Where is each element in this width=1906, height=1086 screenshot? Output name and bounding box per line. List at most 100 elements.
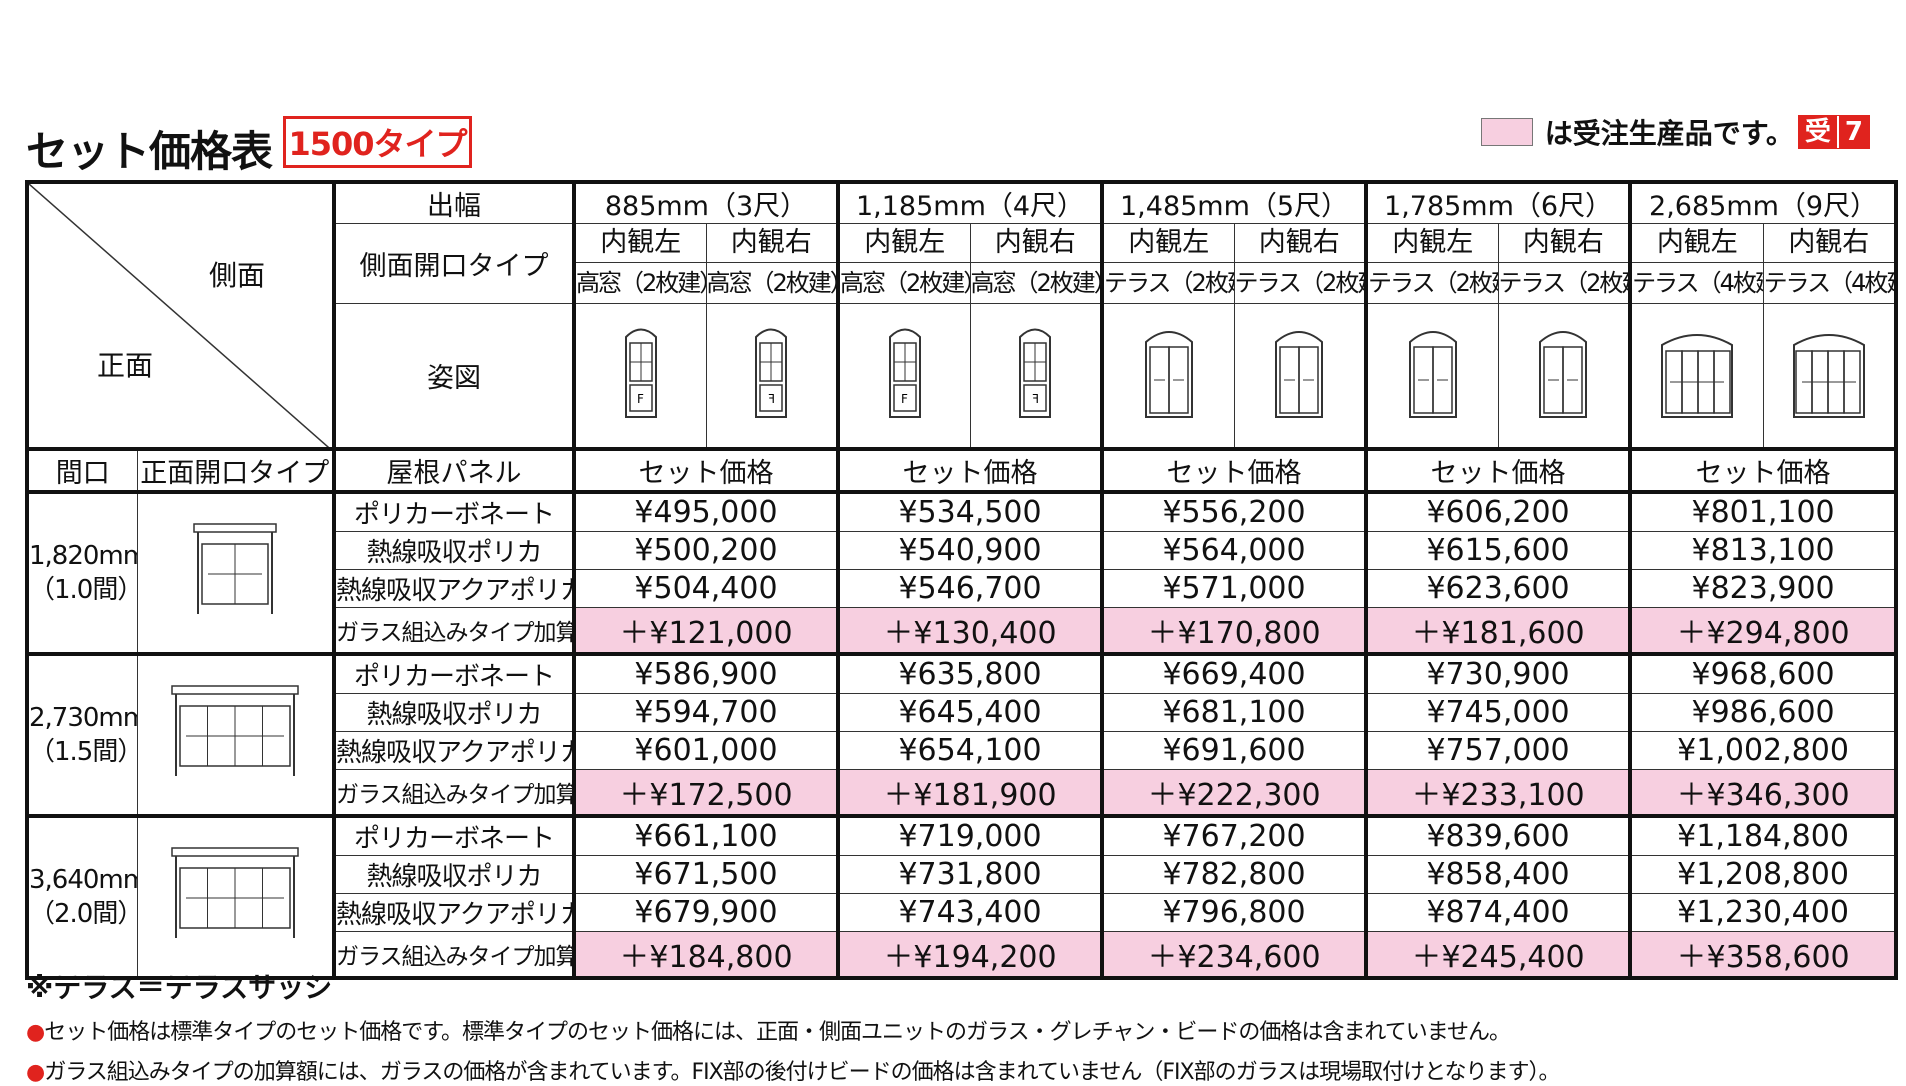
price-cell: ¥615,600: [1364, 530, 1631, 570]
roof-panel-label: 屋根パネル: [332, 448, 575, 494]
svg-text:F: F: [637, 392, 644, 406]
price-cell: ¥874,400: [1364, 892, 1631, 932]
view-label: 内観右: [707, 225, 837, 263]
set-price-header-col-4: セット価格: [1364, 448, 1631, 494]
roof-panel-name: ポリカーボネート: [332, 815, 575, 856]
roof-panel-name: ガラス組込みタイプ加算額: [332, 930, 575, 980]
price-cell: ＋¥294,800: [1628, 606, 1899, 656]
price-cell: ＋¥121,000: [571, 606, 839, 656]
view-label: 内観左: [1106, 225, 1234, 263]
set-price-header-col-3: セット価格: [1100, 448, 1367, 494]
price-cell: ＋¥222,300: [1100, 768, 1367, 818]
frontage-cell: 3,640mm （2.0間）: [25, 815, 138, 980]
opening-right-col-2: 内観右 高窓（2枚建）: [969, 223, 1103, 304]
price-cell: ¥534,500: [836, 491, 1103, 532]
legend-text: は受注生産品です。: [1544, 117, 1794, 150]
elevation-drawing: [1144, 330, 1193, 418]
price-cell: ＋¥234,600: [1100, 930, 1367, 980]
frontage-ken: （1.5間）: [29, 736, 137, 767]
price-cell: ¥594,700: [571, 692, 839, 732]
view-label: 内観左: [1370, 225, 1498, 263]
price-cell: ¥823,900: [1628, 568, 1899, 608]
note-terrace: ※テラス＝テラスサッシ: [26, 971, 333, 1004]
side-open-type-label: 側面開口タイプ: [332, 223, 575, 304]
price-cell: ¥757,000: [1364, 730, 1631, 770]
front-opening-drawing: [171, 847, 299, 938]
width-col-1: 885mm（3尺）: [571, 180, 839, 224]
price-cell: ¥654,100: [836, 730, 1103, 770]
price-row: 2,730mm （1.5間） ポリカーボネート ¥586,900 ¥635,800 ¥66…: [25, 653, 1899, 818]
roof-panel-name: 熱線吸収アクアポリカ: [332, 892, 575, 932]
price-cell: ¥1,002,800: [1628, 730, 1899, 770]
price-cell: ¥571,000: [1100, 568, 1367, 608]
notes: ※テラス＝テラスサッシ ●セット価格は標準タイプのセット価格です。標準タイプのセ…: [26, 966, 1560, 1086]
price-row: 熱線吸収アクアポリカ ¥504,400 ¥546,700 ¥571,000 ¥623,6…: [27, 568, 1899, 608]
width-col-4: 1,785mm（6尺）: [1364, 180, 1631, 224]
figure-col-3-right: [1233, 303, 1367, 451]
figure-col-5-right: [1762, 303, 1899, 451]
price-cell: ¥671,500: [571, 854, 839, 894]
price-cell: ¥968,600: [1628, 653, 1899, 694]
price-cell: ¥743,400: [836, 892, 1103, 932]
roof-panel-name: 熱線吸収ポリカ: [332, 854, 575, 894]
price-cell: ¥801,100: [1628, 491, 1899, 532]
price-cell: ＋¥170,800: [1100, 606, 1367, 656]
price-cell: ¥1,208,800: [1628, 854, 1899, 894]
roof-panel-name: ガラス組込みタイプ加算額: [332, 606, 575, 656]
side-open-type: テラス（2枚建）: [1104, 269, 1233, 297]
price-cell: ＋¥358,600: [1628, 930, 1899, 980]
set-price-header-col-2: セット価格: [836, 448, 1103, 494]
front-opening-drawing: [193, 523, 277, 614]
price-cell: ¥495,000: [571, 491, 839, 532]
price-cell: ＋¥194,200: [836, 930, 1103, 980]
figure-col-3-left: [1100, 303, 1235, 451]
price-row: 熱線吸収ポリカ ¥594,700 ¥645,400 ¥681,100 ¥745,000 ¥…: [27, 692, 1899, 732]
price-row: 3,640mm （2.0間） ポリカーボネート ¥661,100 ¥719,000 ¥76…: [25, 815, 1899, 980]
side-open-type: テラス（2枚建）: [1368, 269, 1497, 297]
price-row: ガラス組込みタイプ加算額 ＋¥121,000 ＋¥130,400 ＋¥170,800 ＋…: [27, 606, 1899, 656]
roof-panel-name: ガラス組込みタイプ加算額: [332, 768, 575, 818]
price-cell: ¥500,200: [571, 530, 839, 570]
price-cell: ¥540,900: [836, 530, 1103, 570]
frontage-mm: 3,640mm: [29, 864, 137, 895]
price-cell: ＋¥181,600: [1364, 606, 1631, 656]
figure-col-1-right: F: [705, 303, 839, 451]
note-bullet: ●: [26, 1020, 45, 1045]
price-row: ガラス組込みタイプ加算額 ＋¥184,800 ＋¥194,200 ＋¥234,600 ＋…: [27, 930, 1899, 980]
figure-col-4-left: [1364, 303, 1499, 451]
order-badge: 受 7: [1797, 115, 1870, 149]
elevation-drawing: [1275, 330, 1324, 418]
view-label: 内観左: [1634, 225, 1763, 263]
side-open-type: テラス（2枚建）: [1498, 269, 1629, 297]
price-cell: ¥858,400: [1364, 854, 1631, 894]
roof-panel-name: ポリカーボネート: [332, 491, 575, 532]
price-cell: ¥745,000: [1364, 692, 1631, 732]
front-open-type-label: 正面開口タイプ: [136, 448, 335, 494]
front-opening-cell: [136, 653, 335, 818]
view-label: 内観左: [578, 225, 705, 263]
price-table: 側面 正面 出幅 885mm（3尺） 1,185mm（4尺） 1,485mm（5…: [25, 180, 1899, 980]
side-open-type: 高窓（2枚建）: [706, 269, 839, 297]
price-cell: ¥1,230,400: [1628, 892, 1899, 932]
frontage-ken: （2.0間）: [29, 898, 137, 929]
price-cell: ¥601,000: [571, 730, 839, 770]
front-opening-cell: [136, 815, 335, 980]
figure-col-4-right: [1497, 303, 1631, 451]
price-cell: ¥679,900: [571, 892, 839, 932]
figure-col-1-left: F: [572, 303, 707, 451]
width-label: 出幅: [332, 180, 575, 224]
legend: は受注生産品です。 受 7: [1480, 112, 1870, 152]
set-price-header-col-1: セット価格: [571, 448, 839, 494]
figure-col-2-left: F: [836, 303, 971, 451]
front-opening-drawing: [171, 685, 299, 776]
price-cell: ¥564,000: [1100, 530, 1367, 570]
note-glass: ●ガラス組込みタイプの加算額には、ガラスの価格が含まれています。FIX部の後付け…: [26, 1060, 1560, 1085]
svg-text:F: F: [1032, 392, 1039, 406]
